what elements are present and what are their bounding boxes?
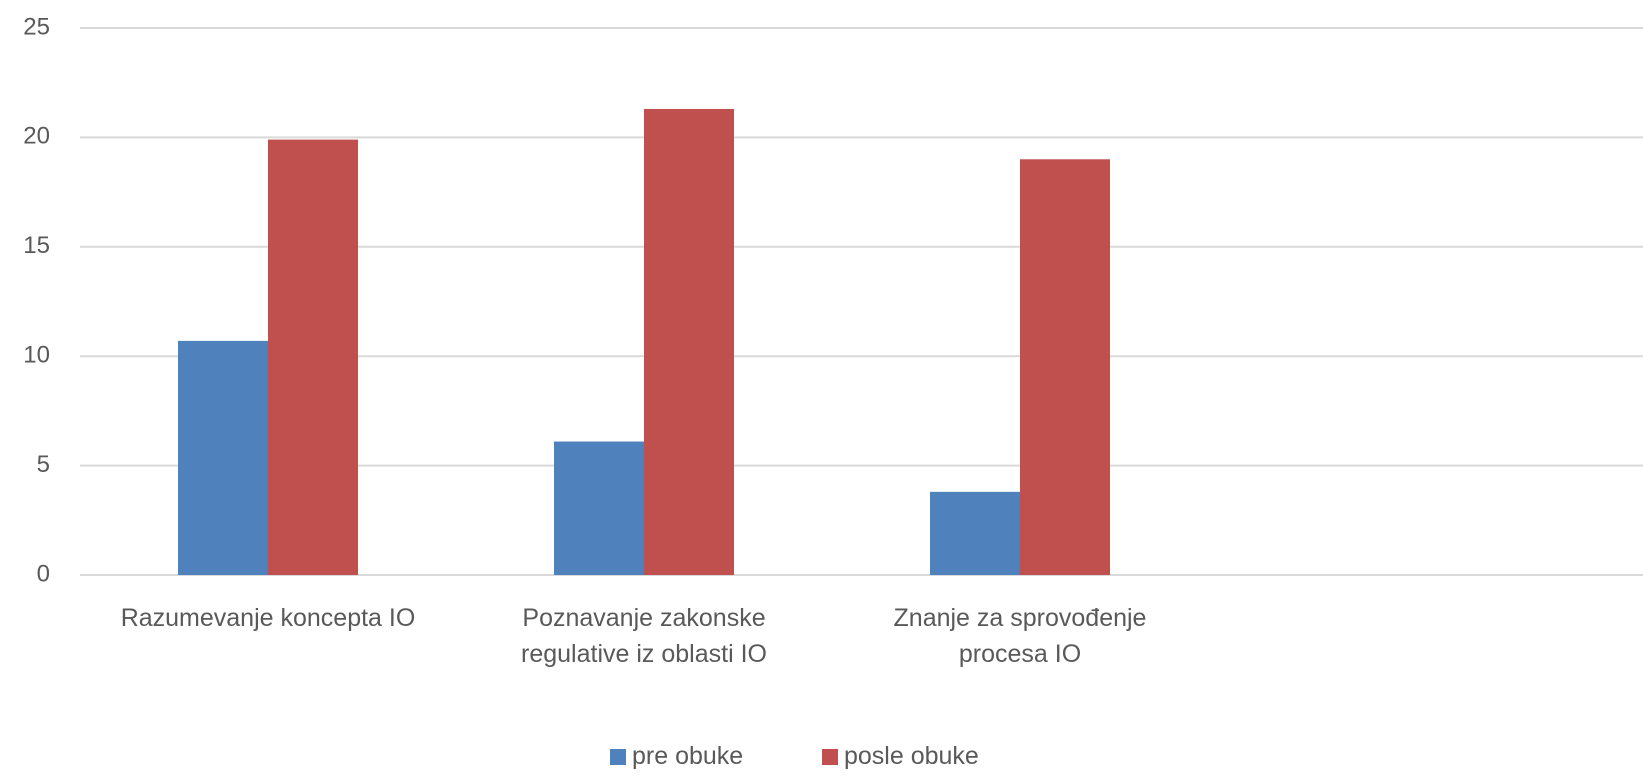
bar	[268, 139, 358, 575]
legend-item: pre obuke	[610, 742, 743, 771]
legend-item: posle obuke	[822, 742, 979, 771]
x-tick-label: Znanje za sprovođenje procesa IO	[893, 604, 1147, 668]
y-tick-label: 15	[23, 232, 50, 259]
y-tick-label: 5	[37, 451, 50, 478]
bar	[1020, 159, 1110, 575]
x-tick-label: Poznavanje zakonske regulative iz oblast…	[521, 604, 767, 668]
bar	[930, 491, 1020, 575]
y-tick-label: 20	[23, 123, 50, 150]
legend-swatch	[610, 748, 626, 765]
y-tick-label: 25	[23, 13, 50, 40]
y-tick-label: 10	[23, 342, 50, 369]
legend-label: posle obuke	[844, 742, 979, 770]
legend-label: pre obuke	[632, 742, 744, 770]
bar	[554, 441, 644, 575]
bar	[644, 108, 734, 576]
legend-swatch	[822, 748, 838, 765]
y-tick-label: 0	[37, 560, 50, 587]
x-tick-label: Razumevanje koncepta IO	[120, 604, 416, 632]
bar	[178, 340, 268, 575]
